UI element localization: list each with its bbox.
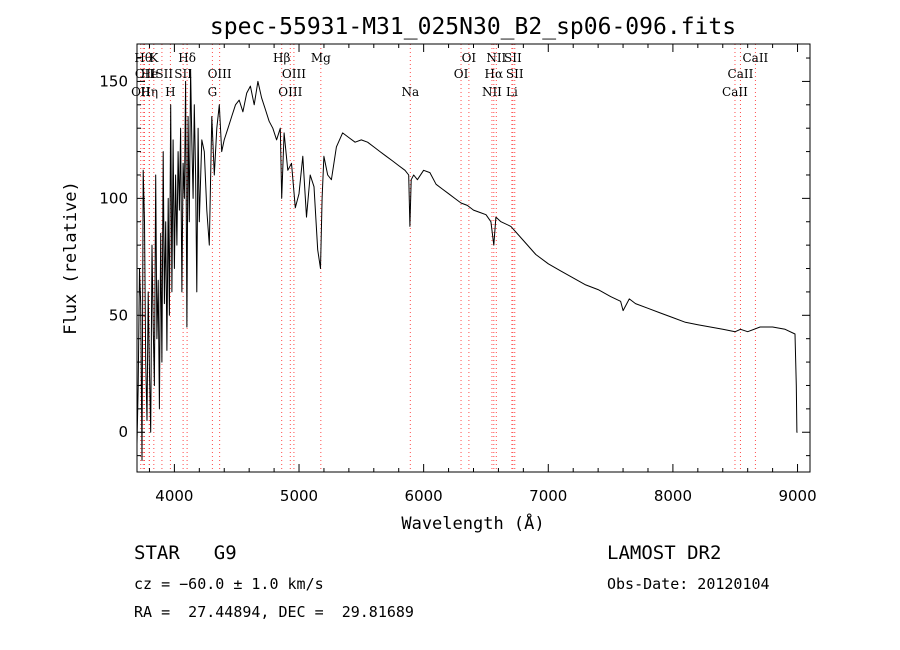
line-label-12: Hβ bbox=[273, 51, 290, 65]
survey-name: LAMOST DR2 bbox=[607, 542, 722, 564]
line-label-16: Na bbox=[401, 85, 419, 99]
line-label-4: He bbox=[141, 67, 159, 81]
x-tick-label-0: 4000 bbox=[155, 487, 193, 505]
spectral-line-labels: Hθ OII OII K He Hη ISII H Hδ SII OIII G Hβ OIII OIII Mg… bbox=[131, 51, 768, 99]
line-label-5: Hη bbox=[140, 85, 158, 99]
line-label-20: Hα bbox=[485, 67, 504, 81]
y-axis-label: Flux (relative) bbox=[61, 181, 81, 335]
chart-title: spec-55931-M31_025N30_B2_sp06-096.fits bbox=[210, 14, 736, 40]
line-label-6: ISII bbox=[151, 67, 174, 81]
subclass-label: G9 bbox=[213, 542, 237, 564]
line-label-3: K bbox=[149, 51, 159, 65]
line-label-18: OI bbox=[454, 67, 469, 81]
line-label-9: SII bbox=[174, 67, 192, 81]
x-tick-label-3: 7000 bbox=[529, 487, 567, 505]
line-label-0: Hθ bbox=[134, 51, 152, 65]
x-tick-label-2: 6000 bbox=[405, 487, 443, 505]
line-label-26: CaII bbox=[728, 67, 754, 81]
x-tick-label-5: 9000 bbox=[778, 487, 816, 505]
line-label-10: OIII bbox=[208, 67, 232, 81]
line-label-1: OII bbox=[135, 67, 155, 81]
x-tick-label-1: 5000 bbox=[280, 487, 318, 505]
line-label-15: Mg bbox=[311, 51, 331, 65]
line-label-21: NII bbox=[482, 85, 502, 99]
coordinates-text: RA = 27.44894, DEC = 29.81689 bbox=[134, 603, 414, 621]
y-tick-label-0: 0 bbox=[118, 423, 128, 441]
line-label-27: CaII bbox=[722, 85, 748, 99]
line-label-11: G bbox=[208, 85, 218, 99]
line-label-7: H bbox=[165, 85, 175, 99]
line-label-2: OII bbox=[131, 85, 151, 99]
line-label-17: OI bbox=[462, 51, 477, 65]
spectrum-line bbox=[136, 69, 798, 461]
object-class: STAR G9 bbox=[134, 542, 237, 564]
spectral-line-markers bbox=[140, 44, 756, 472]
line-label-23: SII bbox=[506, 67, 524, 81]
line-label-22: SII bbox=[504, 51, 522, 65]
line-label-24: Li bbox=[506, 85, 518, 99]
x-axis: 4000 5000 6000 7000 8000 9000 bbox=[148, 44, 817, 505]
plot-frame bbox=[136, 43, 811, 473]
line-label-14: OIII bbox=[278, 85, 302, 99]
line-label-13: OIII bbox=[282, 67, 306, 81]
redshift-text: cz = −60.0 ± 1.0 km/s bbox=[134, 575, 324, 593]
y-tick-label-2: 100 bbox=[99, 189, 128, 207]
class-label: STAR bbox=[134, 542, 180, 564]
line-label-8: Hδ bbox=[178, 51, 196, 65]
spectrum-series bbox=[136, 69, 798, 461]
y-tick-label-1: 50 bbox=[109, 306, 128, 324]
line-label-25: CaII bbox=[742, 51, 768, 65]
line-label-19: NII bbox=[486, 51, 506, 65]
x-tick-label-4: 8000 bbox=[654, 487, 692, 505]
x-axis-label: Wavelength (Å) bbox=[401, 512, 544, 534]
y-axis: 0 50 100 150 bbox=[99, 57, 810, 457]
y-tick-label-3: 150 bbox=[99, 72, 128, 90]
observation-date: Obs-Date: 20120104 bbox=[607, 575, 770, 593]
